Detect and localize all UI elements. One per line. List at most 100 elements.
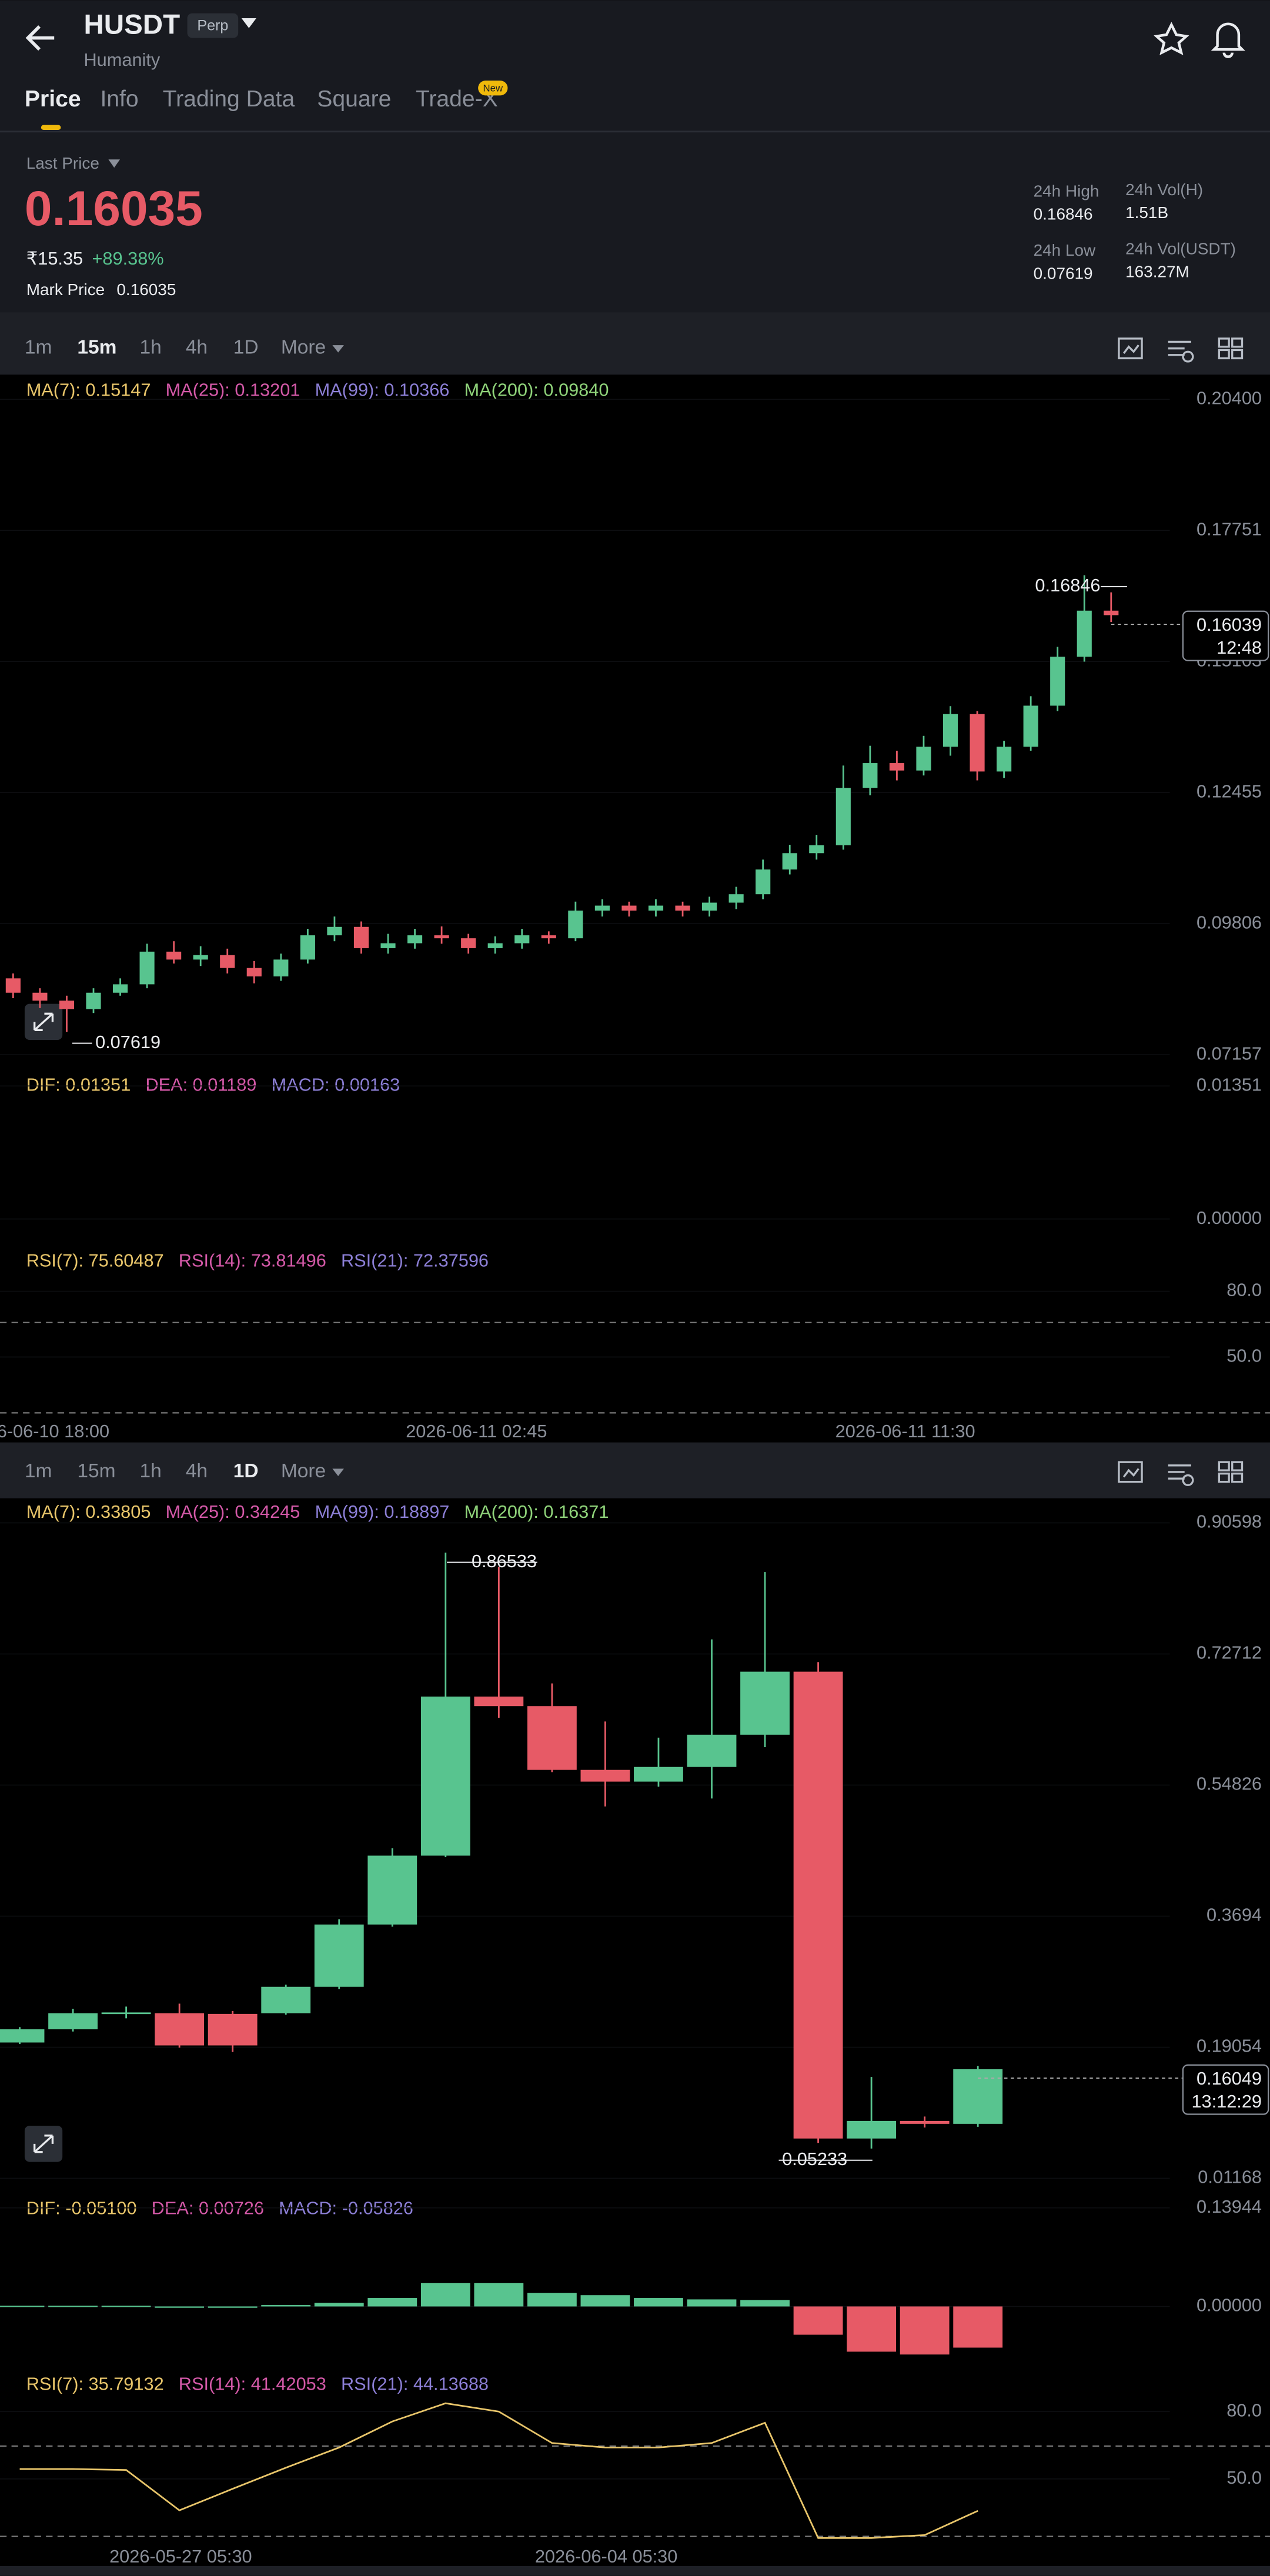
dropdown-icon[interactable] (108, 159, 120, 168)
interval-tab[interactable]: 1m (25, 337, 52, 359)
legend-entry: MA(200): 0.16371 (464, 1501, 609, 1522)
tab[interactable]: Trading Data (163, 86, 295, 112)
interval-more[interactable]: More (281, 1460, 326, 1482)
x-tick-label: 2026-06-11 02:45 (406, 1421, 547, 1441)
candle-body (407, 935, 423, 944)
new-badge: New (483, 83, 503, 94)
countdown: 13:12:29 (1191, 2091, 1262, 2112)
dropdown-icon[interactable] (241, 18, 256, 28)
interval-tab[interactable]: 4h (186, 1460, 208, 1482)
price-tag-value: 0.16039 (1197, 614, 1262, 635)
macd-bar (208, 2306, 258, 2308)
stat-label: 24h Vol(USDT) (1125, 239, 1236, 257)
low-label: 0.05233 (782, 2149, 847, 2169)
candle-body (782, 853, 797, 870)
legend-entry: MA(99): 0.10366 (315, 379, 450, 400)
candle-body (139, 951, 155, 985)
last-price: 0.16035 (25, 180, 203, 236)
chart-tool[interactable] (1218, 1461, 1244, 1483)
x-tick-label: 2026-05-27 05:30 (109, 2546, 252, 2567)
candle-body (916, 747, 931, 771)
y-tick-label: 80.0 (1226, 1280, 1262, 1300)
tab[interactable]: Info (100, 86, 138, 112)
chart-tool[interactable] (1168, 340, 1194, 363)
candle-body (568, 910, 583, 939)
interval-tab[interactable]: 15m (77, 1460, 115, 1482)
low-label: 0.07619 (95, 1032, 161, 1052)
candle-body (86, 992, 101, 1009)
y-tick-label: 0.00000 (1197, 1207, 1262, 1228)
candle-body (541, 935, 556, 939)
tab[interactable]: Price (25, 86, 81, 112)
y-tick-label: 0.19054 (1197, 2036, 1262, 2056)
x-tick-label: 2026-06-04 05:30 (535, 2546, 678, 2567)
chart-layer: 1m 15m 1h 4h 1D More MA(7): 0.15147 MA(25): 0.1… (0, 337, 1269, 2567)
stat-label: 24h High (1034, 182, 1099, 200)
candle-body (208, 2013, 258, 2046)
interval-tab[interactable]: 1h (140, 337, 162, 359)
macd-bar (900, 2306, 950, 2355)
expand-button[interactable] (24, 2126, 63, 2162)
interval-tab[interactable]: 1m (25, 1460, 52, 1482)
candle-body (48, 2013, 98, 2030)
y-tick-label: 0.90598 (1197, 1511, 1262, 1532)
last-price-label[interactable]: Last Price (26, 154, 99, 172)
candle-body (514, 935, 530, 944)
mark-price: 0.16035 (116, 280, 176, 299)
candle-body (434, 935, 449, 939)
legend-entry: RSI(21): 44.13688 (341, 2374, 489, 2394)
legend-entry: DEA: 0.01189 (145, 1074, 256, 1095)
legend-entry: MA(25): 0.13201 (166, 379, 300, 400)
rsi-guides (0, 1322, 1270, 2537)
interval-more[interactable]: More (281, 337, 326, 359)
candle-body (835, 788, 851, 845)
alert-icon[interactable] (1211, 22, 1245, 58)
candle-body (101, 2012, 151, 2015)
candle-body (634, 1767, 683, 1782)
favorite-icon[interactable] (1154, 22, 1189, 55)
candle-body (193, 955, 208, 960)
stat-value: 0.16846 (1034, 205, 1093, 223)
candle-body (59, 1001, 75, 1009)
candle-body (728, 894, 744, 903)
chart-tool[interactable] (1218, 337, 1244, 360)
candle-body (246, 968, 262, 976)
y-tick-label: 0.20400 (1197, 387, 1262, 408)
interval-tab[interactable]: 1h (140, 1460, 162, 1482)
macd-bar (634, 2298, 683, 2307)
macd-bar (314, 2303, 364, 2307)
candle-body (889, 763, 904, 771)
chart-tool[interactable] (1118, 1461, 1143, 1483)
countdown: 12:48 (1216, 637, 1262, 658)
candle-body (594, 905, 610, 911)
high-label: 0.16846 (1035, 575, 1100, 596)
y-tick-label: 0.07157 (1197, 1043, 1262, 1063)
candle-body (487, 943, 503, 948)
legend-entry: MA(200): 0.09840 (464, 379, 609, 400)
rsi-line (19, 2402, 978, 2539)
y-tick-label: 80.0 (1226, 2400, 1262, 2420)
stat-label: 24h Low (1034, 241, 1096, 259)
tab[interactable]: Square (317, 86, 391, 112)
interval-tab[interactable]: 1D (233, 1460, 259, 1482)
dropdown-icon[interactable] (332, 1468, 344, 1476)
symbol[interactable]: HUSDT (84, 9, 181, 41)
back-button[interactable] (25, 25, 55, 51)
candle-body (0, 2029, 45, 2043)
macd-bar (261, 2305, 311, 2307)
expand-button[interactable] (24, 1003, 63, 1041)
interval-tab[interactable]: 4h (186, 337, 208, 359)
y-tick-label: 0.01168 (1198, 2167, 1262, 2187)
chart-tool[interactable] (1118, 337, 1143, 360)
interval-tab[interactable]: 1D (233, 337, 259, 359)
chart-tool[interactable] (1168, 1464, 1194, 1486)
candle-body (847, 2120, 897, 2139)
dropdown-icon[interactable] (332, 345, 344, 353)
candle-body (353, 926, 369, 948)
interval-tab[interactable]: 15m (77, 337, 116, 359)
legend-entry: RSI(14): 41.42053 (179, 2374, 326, 2394)
stat-value: 163.27M (1125, 262, 1189, 280)
candle-body (155, 2013, 205, 2046)
candle-body (1104, 610, 1119, 615)
